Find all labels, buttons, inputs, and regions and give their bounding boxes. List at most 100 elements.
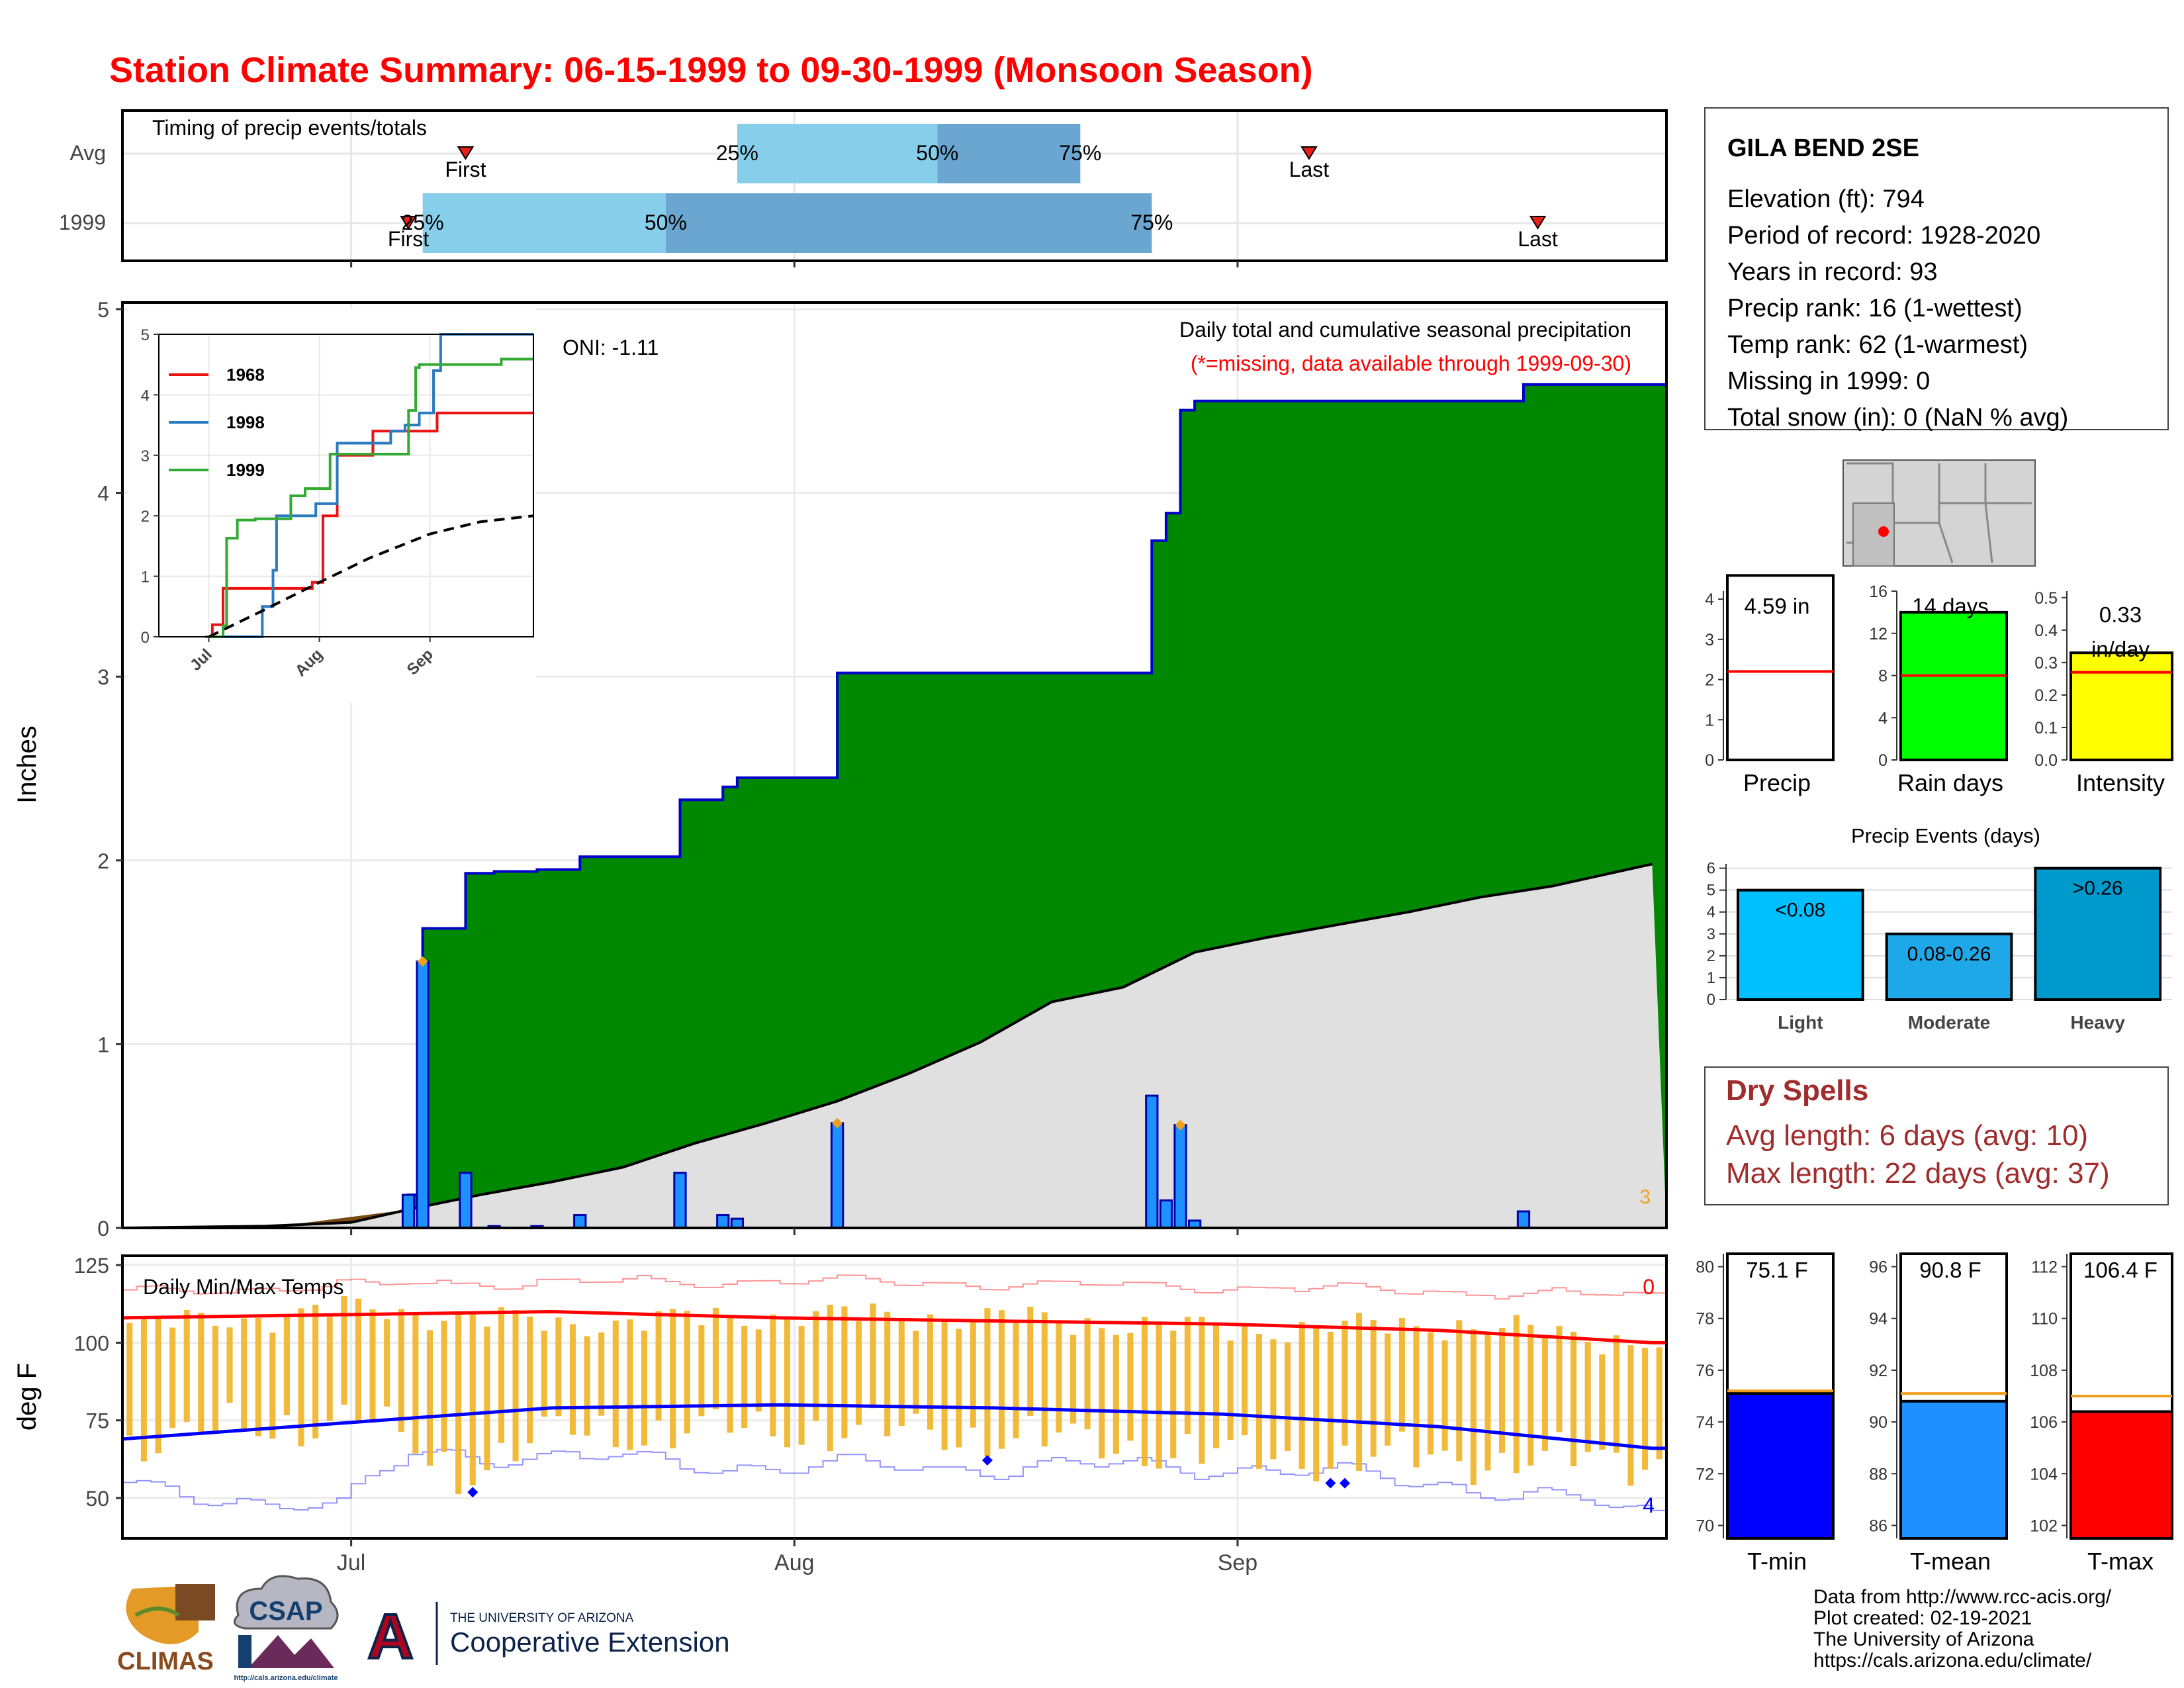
precip-y-axis-label: Inches	[13, 726, 42, 804]
season-ytick-label-2-4: 0.4	[2034, 622, 2058, 640]
daily-temp-bar-85	[1342, 1321, 1348, 1446]
precip-y-ticks: 0 1 2 3 4 5	[97, 298, 122, 1241]
daily-temp-bar-73	[1170, 1331, 1177, 1458]
temp-summary-bar-1	[1899, 1399, 2008, 1540]
climas-wordmark: CLIMAS	[117, 1648, 214, 1675]
daily-temp-bar-100	[1556, 1326, 1563, 1432]
daily-temp-bar-32	[584, 1336, 590, 1436]
daily-precip-bar-12	[1173, 1124, 1187, 1229]
daily-temp-bar-50	[841, 1306, 848, 1438]
temp-summary-ytick-label-2-3: 108	[2030, 1362, 2058, 1380]
csap-cloud-icon	[233, 1575, 339, 1630]
station-period: Period of record: 1928-2020	[1727, 222, 2040, 250]
daily-temp-bar-13	[312, 1305, 319, 1438]
mini-intensity-unit: in/day	[2091, 637, 2150, 661]
daily-temp-bar-68	[1099, 1328, 1105, 1459]
mini-precip-label: Precip	[1743, 769, 1811, 796]
season-ytick-label-2-0: 0.0	[2034, 751, 2058, 770]
daily-temp-bar-5	[198, 1313, 205, 1434]
mini-intensity-value: 0.33	[2099, 602, 2142, 627]
daily-temp-bar-0	[126, 1323, 133, 1436]
daily-temp-bar-56	[927, 1314, 934, 1430]
daily-temp-bar-55	[913, 1331, 919, 1414]
tmean-value: 90.8 F	[1919, 1258, 1981, 1282]
inset-line-1999	[205, 357, 533, 638]
precip-panel: 0 1 2 3 4 5 Inches ONI: -1.11 Daily total and…	[13, 298, 1668, 1241]
ua-university-name: THE UNIVERSITY OF ARIZONA	[450, 1611, 634, 1625]
season-bar-1	[1899, 610, 2008, 761]
tmin-value: 75.1 F	[1746, 1258, 1808, 1282]
y1999-p50-label: 50%	[645, 211, 687, 234]
temp-summary-ytick-label-0-1: 72	[1696, 1465, 1714, 1483]
station-missing: Missing in 1999: 0	[1727, 367, 1930, 395]
precip-heading: Daily total and cumulative seasonal prec…	[1179, 318, 1631, 342]
daily-temp-bar-67	[1084, 1318, 1091, 1430]
daily-precip-bar-10	[1145, 1094, 1159, 1229]
temp-bottom-count: 4	[1643, 1493, 1655, 1517]
mini-precip-value: 4.59 in	[1744, 594, 1809, 618]
daily-temp-bar-8	[241, 1318, 248, 1429]
inset-line-normal	[208, 514, 534, 638]
daily-temp-bar-24	[469, 1312, 476, 1485]
daily-temp-bar-99	[1541, 1336, 1548, 1451]
season-ytick-label-2-1: 0.1	[2034, 719, 2058, 737]
daily-temp-bar-17	[369, 1309, 376, 1423]
daily-precip-bar-1	[416, 960, 430, 1229]
csap-mountain-icon	[248, 1635, 334, 1668]
avg-p75-label: 75%	[1059, 141, 1101, 165]
daily-temp-bar-3	[169, 1327, 176, 1429]
daily-temp-bar-15	[341, 1295, 347, 1405]
station-location-dot	[1878, 526, 1889, 537]
legend-label-1999: 1999	[226, 460, 265, 480]
daily-temp-bar-84	[1327, 1331, 1334, 1469]
dry-spells-max: Max length: 22 days (avg: 37)	[1726, 1157, 2110, 1190]
season-ytick-label-2-2: 0.2	[2034, 686, 2058, 705]
ua-extension-name: Cooperative Extension	[450, 1626, 730, 1658]
daily-temp-bar-88	[1385, 1333, 1391, 1446]
event-bar-label-1: 0.08-0.26	[1907, 943, 1991, 965]
daily-temp-bar-44	[755, 1329, 762, 1412]
cumulative-1999-outline	[407, 383, 1666, 1228]
daily-temp-bar-2	[155, 1317, 161, 1454]
daily-temp-bar-97	[1513, 1315, 1520, 1474]
daily-temp-bar-96	[1499, 1327, 1506, 1453]
daily-temp-bar-47	[798, 1326, 805, 1445]
season-ytick-label-0-4: 4	[1705, 590, 1714, 609]
daily-temp-bar-52	[870, 1303, 876, 1409]
daily-temp-bar-51	[855, 1321, 862, 1425]
footer-credits: Data from http://www.rcc-acis.org/ Plot …	[1813, 1586, 2112, 1671]
daily-precip-marker-2	[1175, 1119, 1186, 1131]
daily-temp-bar-60	[984, 1308, 991, 1456]
daily-temp-bar-21	[426, 1330, 433, 1466]
dry-spells-box: Dry Spells Avg length: 6 days (avg: 10) …	[1704, 1066, 2169, 1205]
event-bar-2	[2034, 867, 2161, 1002]
season-ytick-label-1-4: 16	[1869, 583, 1888, 601]
daily-temp-bar-30	[555, 1317, 562, 1417]
daily-temp-bar-93	[1456, 1320, 1463, 1462]
precip-ytick-label-0: 0	[97, 1217, 109, 1241]
inset-y-ticks: 0 1 2 3 4 5	[141, 326, 159, 647]
daily-temp-bar-26	[498, 1307, 504, 1443]
temp-frame	[121, 1254, 1668, 1540]
csap-url-text: http://cals.arizona.edu/climate	[234, 1674, 338, 1682]
inset-frame	[158, 334, 534, 637]
precip-events-chart: Precip Events (days) <0.08 Light 0.08-0.26…	[1707, 824, 2172, 1033]
climas-logo: CLIMAS	[117, 1584, 215, 1675]
daily-temp-bar-101	[1570, 1331, 1577, 1467]
temp-ytick-label-0: 50	[85, 1487, 109, 1511]
daily-temp-bar-35	[627, 1319, 633, 1450]
missing-note: (*=missing, data available through 1999-…	[1191, 352, 1631, 375]
x-tick-label-2: Sep	[1218, 1550, 1258, 1575]
temp-record-marker-2	[1325, 1477, 1336, 1489]
tmax-value: 106.4 F	[2083, 1258, 2158, 1282]
daily-temp-bar-4	[183, 1310, 190, 1422]
precip-area-layer	[122, 383, 1666, 1229]
season-ytick-label-1-2: 8	[1878, 667, 1888, 686]
inset-ytick-label-3: 3	[141, 447, 150, 465]
ua-logo: A THE UNIVERSITY OF ARIZONA Cooperative …	[366, 1600, 730, 1673]
daily-temp-bar-40	[698, 1325, 705, 1417]
legend-label-1998: 1998	[226, 412, 265, 432]
daily-temp-bar-42	[727, 1316, 733, 1433]
daily-temp-bar-18	[384, 1319, 390, 1407]
